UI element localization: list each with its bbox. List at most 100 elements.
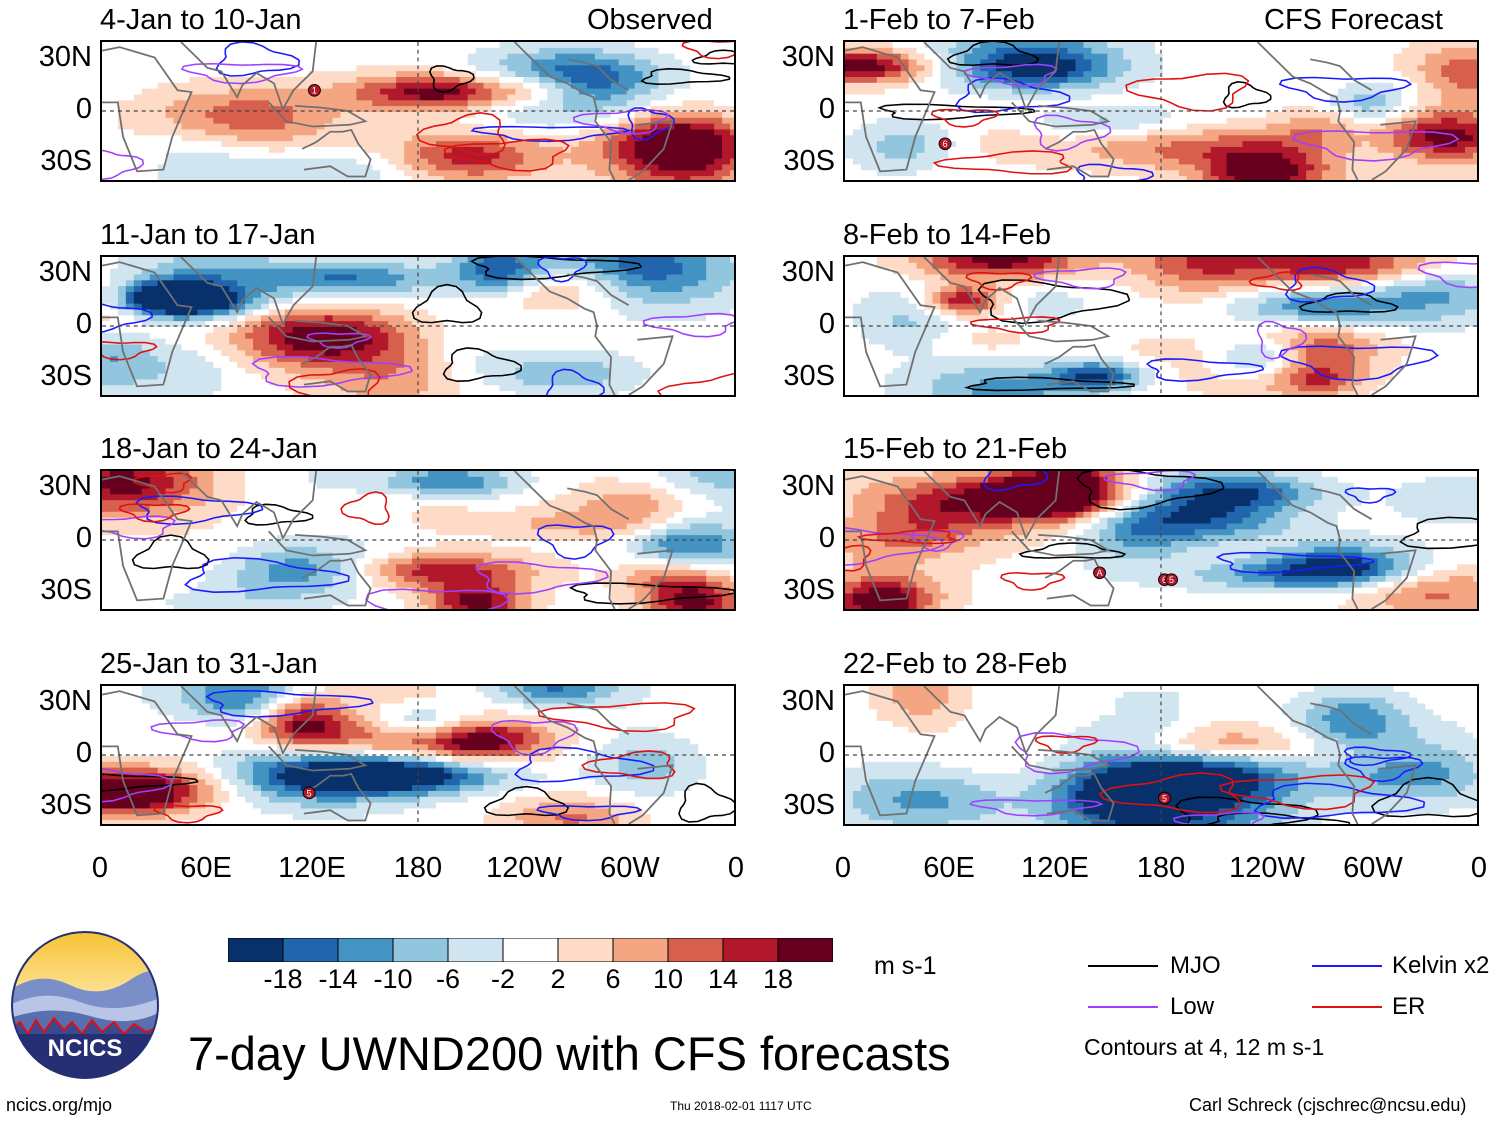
coastline bbox=[180, 471, 318, 541]
coastline bbox=[1011, 316, 1111, 343]
low-contour bbox=[969, 799, 1104, 817]
kelvin-contour bbox=[215, 42, 300, 77]
coastline bbox=[923, 471, 1061, 541]
storm-marker: 1 bbox=[307, 83, 321, 97]
colorbar-swatch bbox=[777, 937, 834, 963]
panel-title: 8-Feb to 14-Feb bbox=[843, 219, 1051, 251]
uwnd-map-panel: 1 bbox=[100, 40, 736, 182]
low-contour bbox=[365, 588, 510, 609]
coastline bbox=[845, 690, 936, 817]
coastline bbox=[628, 764, 674, 824]
low-contour bbox=[102, 149, 145, 180]
x-tick-label: 0 bbox=[91, 852, 109, 884]
mjo-contour bbox=[1370, 776, 1477, 818]
y-tick-label: 30S bbox=[783, 360, 835, 392]
x-tick-label: 0 bbox=[727, 852, 745, 884]
kelvin-contour bbox=[1145, 358, 1265, 382]
coastline bbox=[513, 471, 616, 609]
er-contour bbox=[415, 112, 507, 156]
coastline bbox=[268, 316, 368, 343]
coastline bbox=[628, 120, 674, 180]
forecast-label: CFS Forecast bbox=[1264, 4, 1443, 36]
er-contour bbox=[845, 544, 872, 572]
coastline bbox=[1044, 772, 1115, 822]
y-tick-label: 30S bbox=[40, 145, 92, 177]
y-tick-label: 0 bbox=[818, 522, 835, 554]
ncics-logo: NCICS bbox=[10, 930, 160, 1080]
er-contour bbox=[102, 341, 158, 361]
coastline bbox=[567, 273, 630, 307]
coastline bbox=[845, 475, 936, 602]
mjo-legend-line bbox=[1088, 965, 1158, 967]
uwnd-map-panel bbox=[843, 255, 1479, 397]
er-contour bbox=[856, 529, 957, 545]
er-contour bbox=[969, 316, 1062, 334]
storm-marker: 6 bbox=[938, 137, 952, 151]
colorbar-tick-label: 14 bbox=[707, 964, 739, 994]
low-contour bbox=[910, 529, 965, 552]
coastline bbox=[180, 42, 318, 112]
credit: Carl Schreck (cjschrec@ncsu.edu) bbox=[1189, 1095, 1467, 1115]
coastline bbox=[1310, 487, 1373, 521]
coastline bbox=[845, 46, 936, 173]
y-tick-label: 30S bbox=[40, 789, 92, 821]
storm-marker: 5 bbox=[302, 786, 316, 800]
er-contour bbox=[1248, 271, 1303, 291]
kelvin-contour bbox=[1278, 345, 1439, 382]
kelvin-contour bbox=[627, 107, 675, 141]
mjo-contour bbox=[640, 68, 731, 85]
er-contour bbox=[1098, 772, 1242, 814]
mjo-contour bbox=[1018, 542, 1127, 559]
x-tick-label: 60W bbox=[600, 852, 660, 884]
mjo-contour bbox=[691, 49, 734, 65]
y-tick-label: 30N bbox=[781, 685, 835, 717]
er-contour bbox=[581, 750, 676, 780]
coastline bbox=[1256, 686, 1359, 824]
kelvin-contour bbox=[537, 257, 588, 283]
storm-marker: A bbox=[1093, 566, 1107, 580]
kelvin-legend-line bbox=[1312, 965, 1382, 967]
y-tick-label: 30S bbox=[40, 574, 92, 606]
coastline bbox=[102, 690, 193, 817]
coastline bbox=[102, 475, 193, 602]
uwnd-map-panel bbox=[100, 255, 736, 397]
mjo-contour bbox=[1206, 811, 1351, 824]
colorbar-tick-label: -2 bbox=[490, 964, 515, 994]
mjo-contour bbox=[946, 42, 1040, 67]
x-tick-label: 180 bbox=[1136, 852, 1186, 884]
timestamp: Thu 2018-02-01 1117 UTC bbox=[670, 1099, 812, 1113]
kelvin-contour bbox=[184, 557, 350, 593]
mjo-contour bbox=[411, 283, 483, 324]
low-contour bbox=[1033, 267, 1127, 290]
y-tick-label: 0 bbox=[75, 93, 92, 125]
mjo-contour bbox=[428, 65, 475, 93]
uwnd-map-panel: 6 bbox=[843, 40, 1479, 182]
main-title: 7-day UWND200 with CFS forecasts bbox=[188, 1027, 951, 1080]
colorbar-tick-label: -14 bbox=[318, 964, 358, 994]
coastline bbox=[1310, 702, 1373, 736]
kelvin-contour bbox=[1075, 163, 1155, 180]
low-contour bbox=[102, 515, 177, 540]
y-tick-label: 30S bbox=[783, 789, 835, 821]
mjo-contour bbox=[963, 376, 1136, 392]
er-contour bbox=[537, 702, 696, 733]
panel-title: 4-Jan to 10-Jan bbox=[100, 4, 302, 36]
storm-marker: 5 bbox=[1165, 573, 1178, 586]
er-contour bbox=[443, 138, 570, 172]
coastline bbox=[268, 745, 368, 772]
coastline bbox=[268, 530, 368, 557]
x-tick-label: 0 bbox=[834, 852, 852, 884]
colorbar-swatches bbox=[227, 937, 834, 963]
coastline bbox=[923, 42, 1061, 112]
y-tick-label: 0 bbox=[818, 737, 835, 769]
coastline bbox=[567, 58, 630, 92]
low-contour bbox=[475, 561, 609, 595]
er-contour bbox=[1125, 72, 1250, 112]
site-url[interactable]: ncics.org/mjo bbox=[6, 1095, 113, 1115]
colorbar-tick-label: 6 bbox=[605, 964, 621, 994]
mjo-contour bbox=[470, 257, 643, 281]
colorbar-tick-label: -6 bbox=[435, 964, 460, 994]
colorbar-swatch bbox=[337, 937, 394, 963]
coastline bbox=[1256, 471, 1359, 609]
coastline bbox=[923, 686, 1061, 756]
